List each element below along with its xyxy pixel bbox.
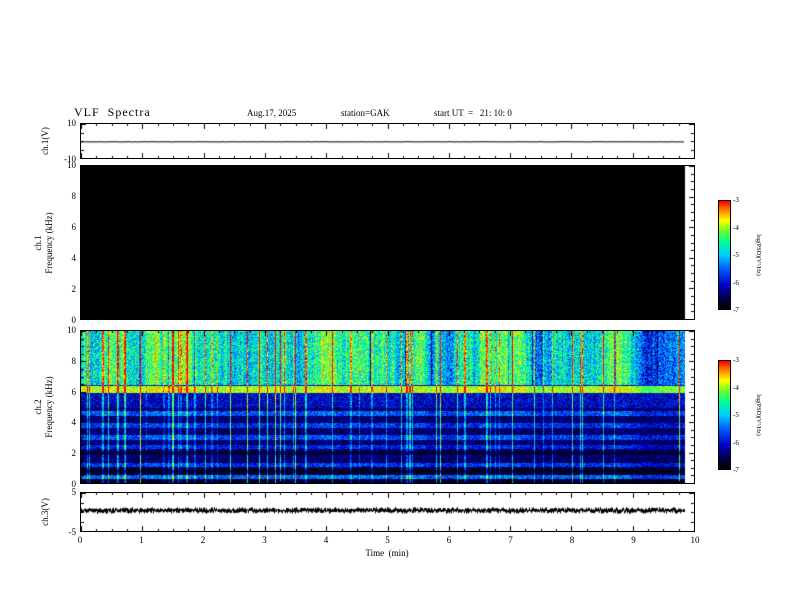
x-tick-label: 3 xyxy=(262,535,267,545)
colorbar-tick-label: -6 xyxy=(733,439,739,447)
x-tick-label: 10 xyxy=(690,535,700,545)
colorbar-tick-label: -4 xyxy=(733,384,739,392)
x-tick-label: 7 xyxy=(508,535,513,545)
ch1-spectrogram-panel xyxy=(80,165,695,320)
ch3-voltage-panel xyxy=(80,492,695,532)
ch2-colorbar-title: log(PSD)(V²/Hz) xyxy=(755,394,761,436)
date-label: Aug.17, 2025 xyxy=(247,108,297,118)
y-tick-label: 10 xyxy=(67,118,76,128)
x-tick-label: 0 xyxy=(77,535,83,545)
x-tick-label: 1 xyxy=(139,535,144,545)
y-tick-label: 6 xyxy=(71,222,77,232)
colorbar-tick-label: -3 xyxy=(733,196,739,204)
y-tick-label: 6 xyxy=(71,387,77,397)
y-tick-label: 2 xyxy=(71,448,77,458)
ch1-label: ch.1 xyxy=(33,235,43,251)
colorbar-tick-label: -4 xyxy=(733,224,739,232)
y-tick-label: 4 xyxy=(71,253,77,263)
ch2-colorbar-canvas xyxy=(719,361,730,469)
x-tick-label: 9 xyxy=(631,535,636,545)
ch2-spectrogram-panel xyxy=(80,330,695,484)
time-axis-label: Time (min) xyxy=(365,548,409,558)
colorbar-tick-label: -5 xyxy=(733,411,739,419)
ch1-spectrogram-ylabel: ch.1 Frequency (kHz) xyxy=(33,203,55,283)
station-label: station=GAK xyxy=(341,108,390,118)
ch2-spectrogram-ylabel: ch.2 Frequency (kHz) xyxy=(33,367,55,447)
y-tick-label: -10 xyxy=(64,154,76,164)
ch1-voltage-panel xyxy=(80,123,695,159)
x-tick-label: 5 xyxy=(385,535,390,545)
y-tick-label: 2 xyxy=(71,284,77,294)
y-tick-label: 8 xyxy=(71,356,77,366)
x-tick-label: 4 xyxy=(323,535,329,545)
ch2-colorbar xyxy=(718,360,731,470)
ch2-frequency-label: Frequency (kHz) xyxy=(44,376,54,438)
y-tick-label: 10 xyxy=(67,160,76,170)
ch1-colorbar-canvas xyxy=(719,201,730,309)
y-tick-label: 0 xyxy=(71,315,77,325)
plot-title: VLF Spectra xyxy=(74,105,151,119)
colorbar-tick-label: -7 xyxy=(733,466,739,474)
start-ut-label: start UT = 21: 10: 0 xyxy=(434,108,512,118)
y-tick-label: 5 xyxy=(71,487,77,497)
y-tick-label: -5 xyxy=(68,527,77,537)
x-tick-label: 8 xyxy=(569,535,575,545)
ch3-voltage-canvas xyxy=(81,493,694,531)
y-tick-label: 10 xyxy=(67,325,76,335)
colorbar-tick-label: -7 xyxy=(733,306,739,314)
ch1-colorbar xyxy=(718,200,731,310)
ch2-label: ch.2 xyxy=(33,399,43,415)
colorbar-tick-label: -3 xyxy=(733,356,739,364)
x-tick-label: 6 xyxy=(446,535,452,545)
y-tick-label: 0 xyxy=(71,479,77,489)
ch1-voltage-canvas xyxy=(81,124,694,158)
y-tick-label: 8 xyxy=(71,191,77,201)
ch1-spectrogram-canvas xyxy=(81,166,694,319)
ch2-spectrogram-canvas xyxy=(81,331,694,483)
x-tick-label: 2 xyxy=(200,535,206,545)
colorbar-tick-label: -6 xyxy=(733,279,739,287)
colorbar-tick-label: -5 xyxy=(733,251,739,259)
y-tick-label: 4 xyxy=(71,417,77,427)
ch1-frequency-label: Frequency (kHz) xyxy=(44,212,54,274)
ch1-colorbar-title: log(PSD)(V²/Hz) xyxy=(755,234,761,276)
